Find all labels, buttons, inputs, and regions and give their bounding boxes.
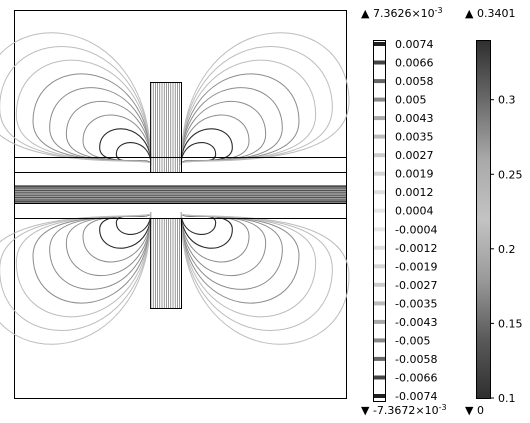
contour-legend-swatch [374, 376, 385, 380]
contour-min-label: ▼ -7.3672×10-3 [361, 403, 447, 417]
contour-legend-level: -0.0004 [395, 223, 437, 236]
plot-frame [15, 11, 347, 399]
contour-legend-swatch [374, 283, 385, 287]
center-plate [15, 186, 347, 202]
contour-legend-level: -0.0058 [395, 353, 437, 366]
contour-legend-level: 0.0066 [395, 57, 434, 70]
surface-legend: ▲ 0.3401 0.3 0.25 0.2 0.15 0.1 ▼ 0 [465, 7, 523, 417]
contour-legend-level: -0.0035 [395, 297, 437, 310]
contour-legend-swatch [374, 153, 385, 157]
surface-tick-label: 0.2 [498, 243, 516, 256]
contour-legend-level: -0.0012 [395, 242, 437, 255]
plot-area [0, 11, 349, 399]
contour-legend-swatch [374, 227, 385, 231]
surface-max-label: ▲ 0.3401 [465, 7, 515, 20]
contour-legend-swatch [374, 190, 385, 194]
contour-legend-swatch [374, 264, 385, 268]
surface-tick-label: 0.15 [498, 317, 523, 330]
surface-min-label: ▼ 0 [465, 404, 484, 417]
contour-legend-swatch [374, 394, 385, 398]
surface-tick-label: 0.3 [498, 94, 516, 107]
surface-legend-ticks: 0.3 0.25 0.2 0.15 0.1 [490, 94, 523, 405]
contour-legend-swatch [374, 79, 385, 83]
contour-legend-bar [374, 41, 386, 402]
contour-legend-swatch [374, 357, 385, 361]
contour-legend-level: 0.0043 [395, 112, 434, 125]
contour-legend-level: -0.0027 [395, 279, 437, 292]
contour-legend-level: -0.0066 [395, 372, 437, 385]
contour-legend-level: -0.005 [395, 334, 430, 347]
contour-legend-level: 0.0027 [395, 149, 434, 162]
contour-legend-swatch [374, 338, 385, 342]
contour-legend-level: -0.0043 [395, 316, 437, 329]
contour-legend-level: -0.0074 [395, 390, 437, 403]
contour-legend-level: 0.0019 [395, 168, 434, 181]
surface-tick-label: 0.25 [498, 168, 523, 181]
contour-legend-level: 0.0035 [395, 131, 434, 144]
contour-legend-level: 0.0012 [395, 186, 434, 199]
surface-tick-label: 0.1 [498, 392, 516, 405]
contour-legend-swatch [374, 246, 385, 250]
contour-legend-level: 0.0074 [395, 38, 434, 51]
contour-legend-swatch [374, 209, 385, 213]
contour-legend-swatch [374, 98, 385, 102]
contour-legend: ▲ 7.3626×10-3 0.00740.00660.00580.0050.0… [361, 6, 447, 417]
contour-legend-level: 0.005 [395, 94, 427, 107]
contour-max-label: ▲ 7.3626×10-3 [361, 6, 443, 20]
surface-colorbar [477, 41, 491, 399]
contour-legend-swatch [374, 135, 385, 139]
contour-legend-swatch [374, 320, 385, 324]
contour-legend-swatch [374, 42, 385, 46]
contour-legend-level: 0.0004 [395, 205, 434, 218]
contour-legend-swatch [374, 301, 385, 305]
contour-legend-labels: 0.0074 0.0066 0.0058 0.005 0.0043 0.0035 0.002… [395, 38, 437, 403]
contour-legend-swatch [374, 61, 385, 65]
contour-legend-level: -0.0019 [395, 260, 437, 273]
contour-legend-swatch [374, 116, 385, 120]
contour-legend-level: 0.0058 [395, 75, 434, 88]
contour-legend-swatch [374, 172, 385, 176]
